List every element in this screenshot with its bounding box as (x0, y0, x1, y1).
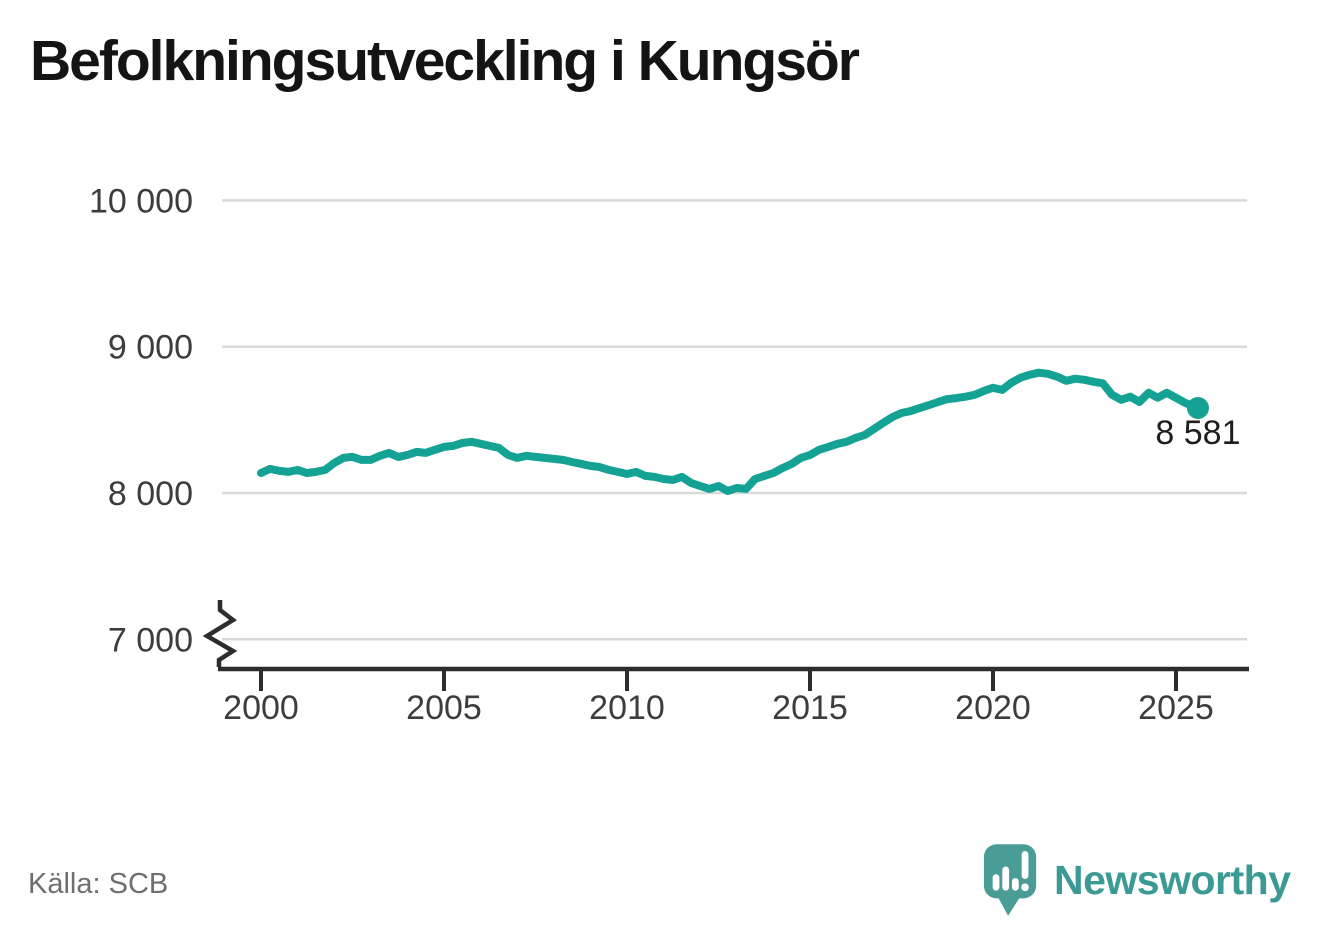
latest-value-label: 8 581 (1155, 414, 1240, 452)
source-note: Källa: SCB (28, 868, 169, 900)
x-tick-label-2010: 2010 (589, 689, 665, 727)
x-tick-label-2000: 2000 (223, 689, 299, 727)
newsworthy-speech-bubble-chart-icon (983, 844, 1037, 916)
newsworthy-logo: Newsworthy (982, 842, 1291, 918)
y-tick-label-8000: 8 000 (108, 475, 193, 513)
x-tick-label-2025: 2025 (1138, 689, 1214, 727)
population-line (257, 368, 1202, 495)
x-tick-label-2015: 2015 (772, 689, 848, 727)
y-axis-break-zigzag (202, 600, 238, 667)
y-tick-label-7000: 7 000 (108, 621, 193, 659)
latest-point-dot (1186, 396, 1209, 419)
newsworthy-logo-text: Newsworthy (1054, 856, 1291, 903)
y-tick-label-10000: 10 000 (89, 182, 193, 220)
x-tick-label-2005: 2005 (406, 689, 482, 727)
chart-title: Befolkningsutveckling i Kungsör (30, 29, 860, 93)
y-tick-label-9000: 9 000 (108, 329, 193, 367)
x-tick-label-2020: 2020 (955, 689, 1031, 727)
